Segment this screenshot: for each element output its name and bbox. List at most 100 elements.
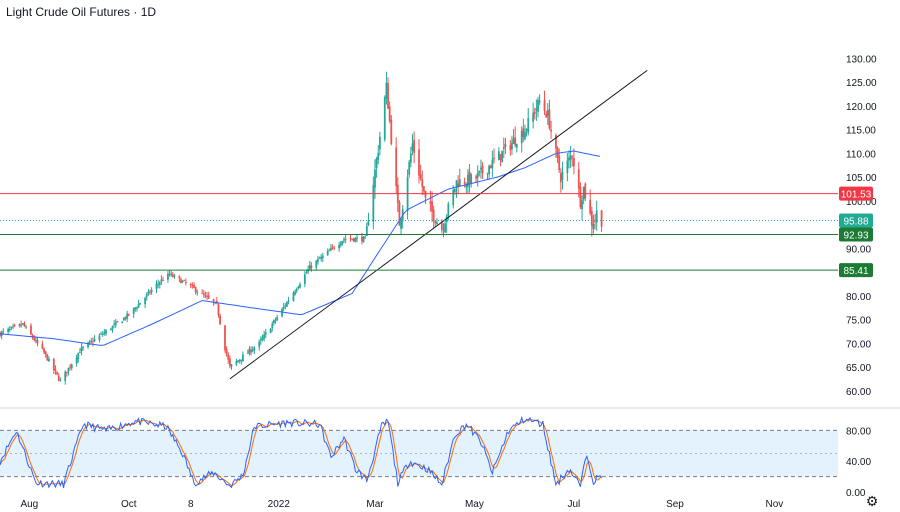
candle bbox=[56, 371, 58, 376]
candle-body bbox=[235, 361, 238, 365]
candle bbox=[457, 175, 460, 195]
candle bbox=[558, 148, 561, 174]
candle bbox=[463, 177, 466, 188]
candle-body bbox=[367, 221, 370, 226]
candle bbox=[452, 185, 455, 209]
candle bbox=[338, 241, 341, 252]
candle-body bbox=[524, 131, 526, 140]
candle bbox=[509, 139, 512, 156]
candle-body bbox=[189, 284, 192, 286]
candle bbox=[173, 273, 176, 279]
candle-body bbox=[409, 153, 412, 163]
candle-body bbox=[493, 157, 495, 160]
candle-body bbox=[422, 186, 425, 192]
candle-body bbox=[147, 291, 150, 294]
candle bbox=[33, 335, 36, 342]
trendline[interactable] bbox=[229, 69, 648, 380]
candle-body bbox=[286, 301, 288, 307]
candle-body bbox=[101, 334, 104, 335]
candle-body bbox=[317, 259, 319, 262]
candle-body bbox=[201, 293, 204, 294]
candle bbox=[7, 327, 10, 335]
candle-body bbox=[78, 352, 81, 353]
candle-body bbox=[242, 354, 244, 361]
candle bbox=[419, 164, 422, 181]
candle bbox=[23, 321, 26, 328]
candle-body bbox=[88, 341, 91, 343]
candle bbox=[276, 314, 279, 322]
candle-body bbox=[259, 339, 262, 341]
candle-body bbox=[158, 282, 161, 285]
time-tick-label: May bbox=[465, 499, 484, 510]
candle bbox=[54, 365, 57, 375]
candle bbox=[341, 240, 344, 246]
candle-body bbox=[470, 174, 473, 184]
candle bbox=[354, 236, 357, 243]
candle bbox=[378, 131, 381, 156]
candle bbox=[227, 352, 230, 364]
candle bbox=[157, 279, 160, 289]
candle bbox=[124, 316, 127, 321]
candle-body bbox=[579, 186, 582, 208]
candle-body bbox=[36, 339, 39, 344]
candle-body bbox=[349, 238, 352, 240]
candle bbox=[504, 137, 507, 155]
candle-body bbox=[354, 238, 357, 242]
candle-body bbox=[21, 323, 24, 325]
candle-body bbox=[248, 348, 251, 354]
candle bbox=[584, 182, 587, 202]
candle bbox=[436, 218, 438, 225]
gear-icon[interactable]: ⚙ bbox=[865, 494, 879, 510]
candle bbox=[320, 254, 323, 262]
price-tick-label: 105.00 bbox=[846, 173, 877, 184]
candle-body bbox=[594, 220, 596, 222]
candle-body bbox=[250, 349, 252, 353]
candle-body bbox=[10, 327, 13, 328]
candle-body bbox=[502, 147, 505, 149]
candle-body bbox=[93, 339, 96, 342]
candle bbox=[442, 223, 445, 238]
candle bbox=[114, 318, 117, 328]
candle-body bbox=[105, 330, 107, 334]
candle bbox=[501, 150, 504, 163]
candle bbox=[183, 279, 186, 282]
candle bbox=[292, 291, 295, 302]
candle-body bbox=[589, 200, 592, 214]
candle-body bbox=[468, 171, 471, 185]
candle bbox=[294, 289, 296, 296]
time-axis: Aug Oct 8 2022 Mar May Jul Sep Nov bbox=[20, 499, 783, 510]
candle-body bbox=[116, 320, 119, 323]
candle-body bbox=[480, 167, 482, 170]
candlestick-series bbox=[0, 71, 603, 385]
candle-body bbox=[558, 155, 561, 171]
candle bbox=[101, 331, 104, 337]
candle-body bbox=[351, 238, 354, 240]
candle-body bbox=[149, 291, 151, 293]
price-level-badge: 85.41 bbox=[839, 263, 873, 278]
candle-body bbox=[590, 211, 593, 226]
candle-body bbox=[501, 150, 504, 162]
candle-body bbox=[271, 323, 274, 328]
candle-body bbox=[284, 305, 287, 307]
price-tick-label: 100.00 bbox=[846, 197, 877, 208]
candle-body bbox=[556, 147, 559, 158]
candle-body bbox=[515, 144, 518, 148]
candle bbox=[10, 326, 13, 331]
candle bbox=[171, 271, 174, 278]
candle-body bbox=[408, 161, 411, 175]
candle-body bbox=[261, 337, 264, 341]
candle-body bbox=[54, 368, 57, 371]
candle-body bbox=[48, 358, 50, 362]
candle bbox=[559, 168, 562, 193]
candle bbox=[248, 346, 251, 356]
candle bbox=[385, 71, 388, 105]
time-tick-label: 8 bbox=[188, 499, 194, 510]
candle-body bbox=[33, 337, 36, 341]
candle-body bbox=[499, 154, 502, 160]
candle-body bbox=[287, 300, 290, 302]
candle-body bbox=[550, 129, 552, 132]
candle-body bbox=[372, 185, 375, 222]
candle-body bbox=[90, 340, 93, 342]
candle-body bbox=[447, 203, 450, 216]
candle-body bbox=[491, 159, 494, 168]
